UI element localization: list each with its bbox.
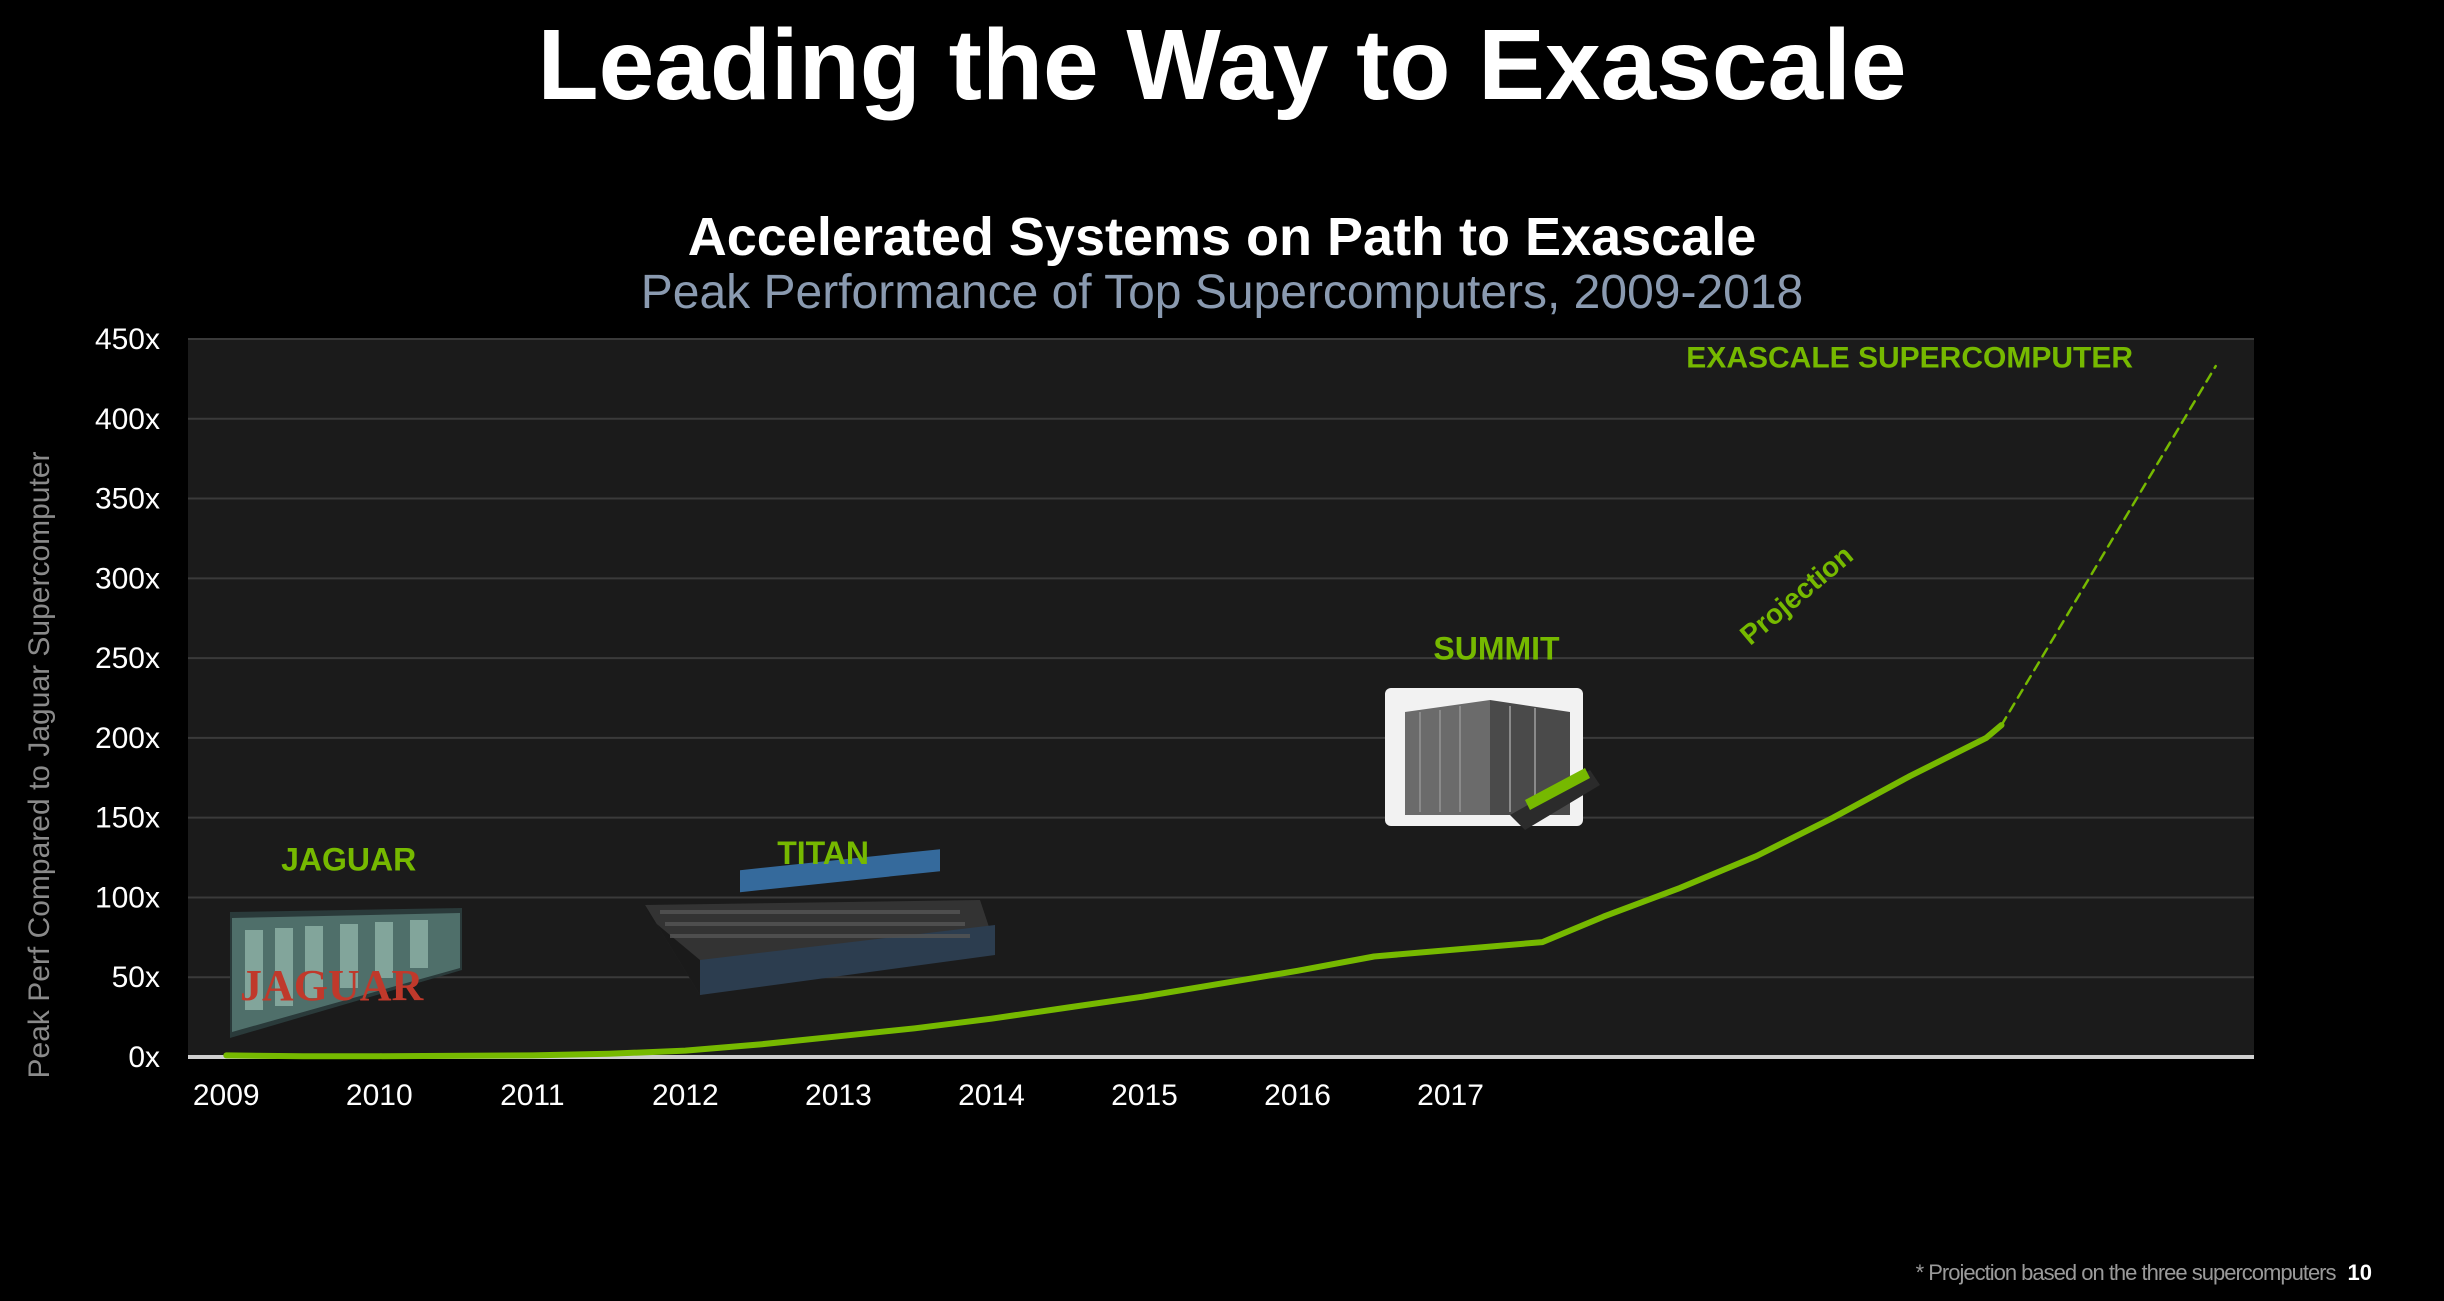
annotation-label: TITAN xyxy=(777,835,869,871)
page-number: 10 xyxy=(2347,1260,2372,1285)
x-tick-label: 2015 xyxy=(1111,1079,1178,1112)
performance-line xyxy=(223,722,2005,1060)
grid-lines xyxy=(188,338,2254,979)
x-tick-label: 2010 xyxy=(346,1079,413,1112)
y-tick-label: 50x xyxy=(112,961,160,994)
x-tick-label: 2009 xyxy=(193,1079,260,1112)
x-tick-label: 2016 xyxy=(1264,1079,1331,1112)
svg-text:JAGUAR: JAGUAR xyxy=(240,961,425,1010)
summit-image xyxy=(1385,688,1600,830)
x-tick-label: 2014 xyxy=(958,1079,1025,1112)
y-tick-label: 100x xyxy=(95,881,160,914)
y-tick-label: 200x xyxy=(95,722,160,755)
chart-title: Accelerated Systems on Path to Exascale xyxy=(687,207,1757,267)
y-tick-labels: 0x 50x 100x 150x 200x 250x 300x 350x 400x 450x xyxy=(95,323,160,1074)
titan-image xyxy=(645,849,995,995)
y-tick-label: 250x xyxy=(95,642,160,675)
series-layer xyxy=(223,364,2217,1060)
x-tick-label: 2013 xyxy=(805,1079,872,1112)
x-tick-label: 2011 xyxy=(500,1079,565,1112)
annotation-label: SUMMIT xyxy=(1433,631,1560,667)
x-tick-label: 2012 xyxy=(652,1079,719,1112)
y-tick-label: 0x xyxy=(128,1041,160,1074)
footnote-text: * Projection based on the three supercom… xyxy=(1915,1260,2337,1285)
x-tick-label: 2017 xyxy=(1417,1079,1484,1112)
y-tick-label: 400x xyxy=(95,403,160,436)
annotation-label: JAGUAR xyxy=(281,841,416,877)
x-tick-labels: 2009 2010 2011 2012 2013 2014 2015 2016 2017 xyxy=(193,1079,1484,1112)
plot-area xyxy=(188,339,2254,1058)
projection-line xyxy=(2000,364,2217,727)
slide-title: Leading the Way to Exascale xyxy=(537,9,1907,121)
y-tick-label: 150x xyxy=(95,802,160,835)
annotation-label: EXASCALE SUPERCOMPUTER xyxy=(1686,342,2133,375)
chart-subtitle: Peak Performance of Top Supercomputers, … xyxy=(640,266,1804,319)
y-tick-label: 300x xyxy=(95,562,160,595)
y-tick-label: 450x xyxy=(95,323,160,356)
jaguar-image: JAGUAR xyxy=(230,908,462,1038)
footnote: * Projection based on the three supercom… xyxy=(1916,1260,2372,1286)
y-tick-label: 350x xyxy=(95,483,160,516)
